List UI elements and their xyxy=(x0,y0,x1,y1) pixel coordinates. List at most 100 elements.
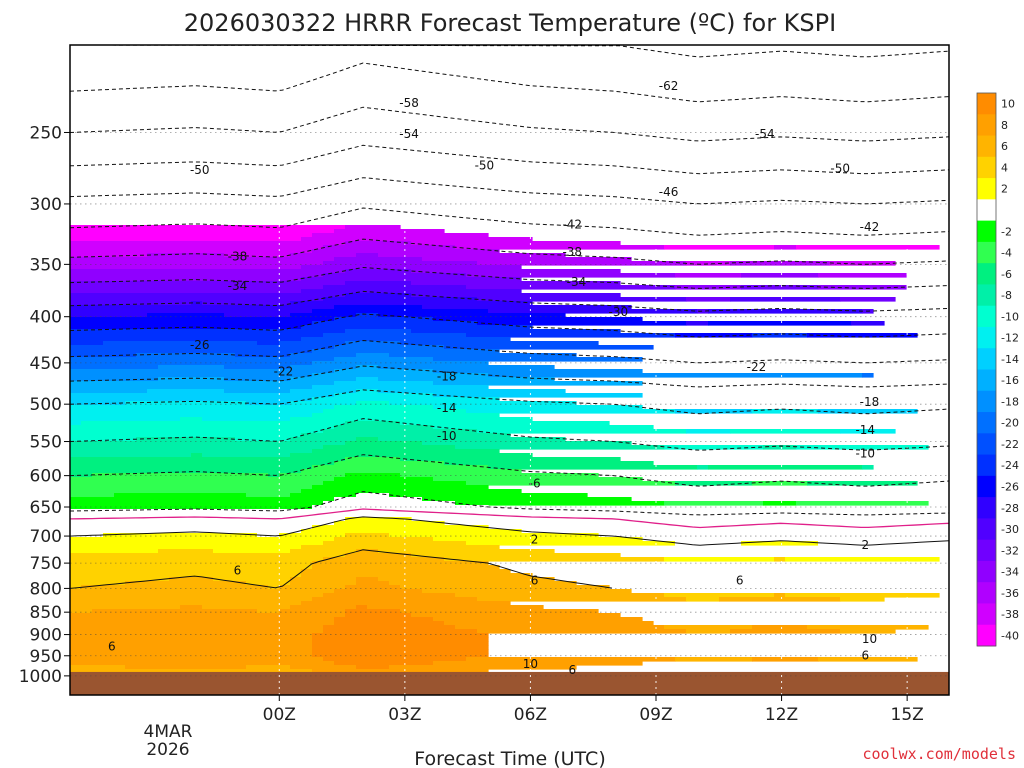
field-cell xyxy=(70,241,346,246)
colorbar-swatch xyxy=(977,433,996,456)
field-cell xyxy=(356,401,390,406)
isotherm-label: 6 xyxy=(736,573,744,587)
field-cell xyxy=(279,533,346,538)
isotherm-label: 10 xyxy=(523,657,538,671)
field-cell xyxy=(334,425,434,430)
x-axis-label: Forecast Time (UTC) xyxy=(414,748,605,768)
field-cell xyxy=(862,373,874,378)
field-cell xyxy=(70,405,335,410)
field-cell xyxy=(334,345,445,350)
field-cell xyxy=(70,621,335,626)
colorbar-label: -28 xyxy=(1001,502,1019,515)
field-cell xyxy=(202,417,291,422)
field-cell xyxy=(70,401,126,406)
field-cell xyxy=(664,501,764,506)
field-cell xyxy=(224,365,291,370)
field-cell xyxy=(136,437,236,442)
field-cell xyxy=(752,657,819,662)
field-cell xyxy=(235,353,291,358)
field-cell xyxy=(774,593,786,598)
y-tick-label: 550 xyxy=(30,433,62,453)
field-cell xyxy=(422,441,632,446)
field-cell xyxy=(334,369,434,374)
field-cell xyxy=(70,285,324,290)
isotherm-label: -38 xyxy=(228,249,248,263)
field-cell xyxy=(334,497,423,502)
field-cell xyxy=(334,381,434,386)
field-cell xyxy=(686,429,731,434)
field-cell xyxy=(70,529,302,534)
field-cell xyxy=(477,597,687,602)
field-cell xyxy=(301,265,522,270)
field-cell xyxy=(389,581,577,586)
isotherm-label: -58 xyxy=(399,96,419,110)
field-cell xyxy=(70,577,170,582)
field-cell xyxy=(70,453,192,458)
field-cell xyxy=(686,597,720,602)
field-cell xyxy=(301,337,511,342)
field-cell xyxy=(389,493,588,498)
ground-layer xyxy=(70,671,949,695)
isotherm--18 xyxy=(70,365,949,388)
field-cell xyxy=(70,321,313,326)
colorbar-swatch xyxy=(977,241,996,264)
field-cell xyxy=(433,661,643,666)
field-cell xyxy=(356,493,390,498)
y-tick-label: 500 xyxy=(30,395,62,415)
field-cell xyxy=(807,625,929,630)
field-cell xyxy=(70,233,313,238)
field-cell xyxy=(356,581,390,586)
field-cell xyxy=(334,405,434,410)
field-cell xyxy=(70,661,335,666)
field-cell xyxy=(70,385,313,390)
isotherm--62 xyxy=(70,45,949,58)
isotherm-label: -62 xyxy=(659,79,679,93)
field-cell xyxy=(312,633,489,638)
field-cell xyxy=(301,325,533,330)
field-cell xyxy=(279,341,346,346)
isotherm--34 xyxy=(70,266,949,289)
field-cell xyxy=(70,521,335,526)
field-cell xyxy=(70,653,313,658)
field-cell xyxy=(70,637,313,642)
field-cell xyxy=(70,649,313,654)
y-tick-label: 650 xyxy=(30,498,62,518)
colorbar-label: 8 xyxy=(1001,119,1008,132)
field-cell xyxy=(70,389,148,394)
field-cell xyxy=(389,401,577,406)
field-cell xyxy=(411,613,621,618)
field-cell xyxy=(70,309,313,314)
field-cell xyxy=(334,589,423,594)
field-cell xyxy=(444,557,665,562)
field-cell xyxy=(818,541,907,546)
colorbar-label: -38 xyxy=(1001,608,1019,621)
colorbar-label: -32 xyxy=(1001,544,1019,557)
field-cell xyxy=(246,665,291,670)
field-cell xyxy=(70,569,302,574)
field-cell xyxy=(202,453,291,458)
field-cell xyxy=(70,665,126,670)
colorbar-swatch xyxy=(977,412,996,434)
field-cell xyxy=(433,317,643,322)
field-cell xyxy=(70,377,159,382)
y-tick-label: 450 xyxy=(30,354,62,374)
field-cell xyxy=(70,565,313,570)
field-cell xyxy=(246,493,291,498)
field-cell xyxy=(752,481,808,486)
field-cell xyxy=(433,381,643,386)
field-cell xyxy=(70,581,126,586)
field-cell xyxy=(378,377,555,382)
field-cell xyxy=(785,593,940,598)
field-cell xyxy=(301,289,522,294)
field-cell xyxy=(411,329,621,334)
field-cell xyxy=(345,553,412,558)
colorbar-label: -6 xyxy=(1001,268,1012,281)
x-tick-label: 00Z xyxy=(263,705,296,725)
isotherm--46 xyxy=(70,177,949,205)
field-cell xyxy=(389,353,577,358)
field-cell xyxy=(290,577,357,582)
field-cell xyxy=(378,437,566,442)
field-cell xyxy=(70,641,313,646)
field-cell xyxy=(290,493,357,498)
field-cell xyxy=(378,549,555,554)
